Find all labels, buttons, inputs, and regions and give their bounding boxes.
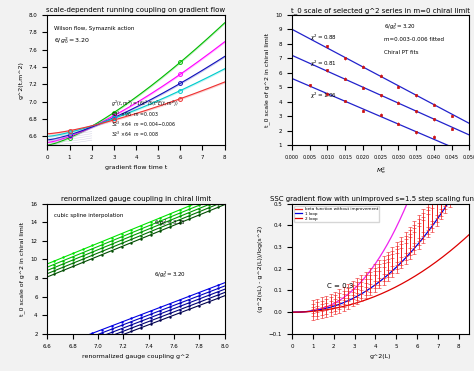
Text: $6/g_0^2=3.25$: $6/g_0^2=3.25$ [154,217,186,228]
Text: $\chi^2=0.81$: $\chi^2=0.81$ [310,58,337,69]
Text: $48^3\times96\ \ m=0.003$: $48^3\times96\ \ m=0.003$ [111,109,159,119]
Text: C = 0.3: C = 0.3 [328,283,354,289]
Text: m=0.003-0.006 fitted: m=0.003-0.006 fitted [384,37,444,42]
Title: t_0 scale of selected g^2 series in m=0 chiral limit: t_0 scale of selected g^2 series in m=0 … [291,7,470,14]
X-axis label: gradient flow time t: gradient flow time t [105,165,167,170]
Text: $32^3\times64\ \ m=0.004\!-\!0.006$: $32^3\times64\ \ m=0.004\!-\!0.006$ [111,120,176,129]
X-axis label: g^2(L): g^2(L) [370,354,392,359]
Title: renormalized gauge coupling in chiral limit: renormalized gauge coupling in chiral li… [61,196,211,202]
Text: $32^3\times64\ \ m=0.008$: $32^3\times64\ \ m=0.008$ [111,130,159,139]
Text: $\chi^2=1.06$: $\chi^2=1.06$ [310,90,337,101]
Text: $6/g_0^2 = 3.20$: $6/g_0^2 = 3.20$ [384,21,416,32]
Text: $g^2(t,m^2)=16t^2/3\langle t^2E(t,m^2)\rangle$: $g^2(t,m^2)=16t^2/3\langle t^2E(t,m^2)\r… [111,99,179,109]
Title: scale-dependent running coupling on gradient flow: scale-dependent running coupling on grad… [46,7,226,13]
Y-axis label: (g^2(sL) - g^2(L))/log(s^2): (g^2(sL) - g^2(L))/log(s^2) [258,226,264,312]
Text: Wilson flow, Symaznik action: Wilson flow, Symaznik action [55,26,135,32]
Y-axis label: t_0 scale of g^2 in chiral limit: t_0 scale of g^2 in chiral limit [19,222,25,316]
Y-axis label: t_0 scale of g^2 in chiral limit: t_0 scale of g^2 in chiral limit [264,33,270,127]
Legend: beta function without improvement, 1 loop, 2 loop: beta function without improvement, 1 loo… [294,206,379,222]
X-axis label: $M_\pi^2$: $M_\pi^2$ [375,165,386,176]
Y-axis label: g^2(t,m^2): g^2(t,m^2) [18,61,23,99]
Text: Chiral PT fits: Chiral PT fits [384,50,419,55]
Text: $6/g_0^2=3.20$: $6/g_0^2=3.20$ [154,269,186,280]
Title: SSC gradient flow with unimproved s=1.5 step scaling function: SSC gradient flow with unimproved s=1.5 … [270,196,474,202]
Text: $\chi^2=0.88$: $\chi^2=0.88$ [310,32,337,43]
Text: cubic spline interpolation: cubic spline interpolation [55,213,124,218]
Text: $6/g_0^2 = 3.20$: $6/g_0^2 = 3.20$ [55,35,91,46]
X-axis label: renormalized gauge coupling g^2: renormalized gauge coupling g^2 [82,354,190,359]
